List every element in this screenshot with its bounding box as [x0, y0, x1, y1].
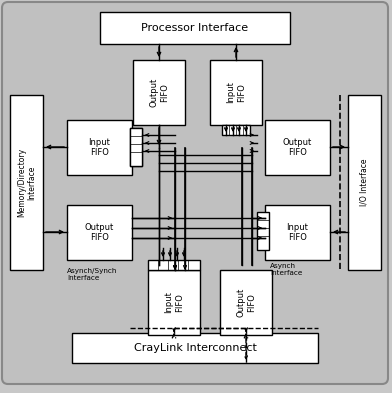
Bar: [134, 128, 138, 166]
Text: CrayLink Interconnect: CrayLink Interconnect: [134, 343, 256, 353]
Bar: [130, 128, 142, 166]
Text: Processor Interface: Processor Interface: [142, 23, 249, 33]
Bar: [348, 95, 381, 270]
Bar: [67, 120, 132, 175]
FancyBboxPatch shape: [2, 2, 388, 384]
Bar: [100, 12, 290, 44]
Bar: [72, 333, 318, 363]
Bar: [67, 205, 132, 260]
Text: Output
FIFO: Output FIFO: [236, 288, 256, 317]
Text: Asynch
Interface: Asynch Interface: [270, 263, 302, 276]
Bar: [138, 128, 142, 166]
Bar: [265, 120, 330, 175]
Text: Input
FIFO: Input FIFO: [89, 138, 111, 157]
Text: Memory/Directory
Interface: Memory/Directory Interface: [17, 148, 36, 217]
Bar: [10, 95, 43, 270]
Bar: [257, 212, 269, 250]
Bar: [130, 128, 134, 166]
Bar: [265, 205, 330, 260]
Bar: [133, 60, 185, 125]
Text: Asynch/Synch
Interface: Asynch/Synch Interface: [67, 268, 117, 281]
Text: Input
FIFO: Input FIFO: [287, 223, 309, 242]
Text: Output
FIFO: Output FIFO: [85, 223, 114, 242]
Bar: [148, 270, 200, 335]
Bar: [220, 270, 272, 335]
Bar: [148, 260, 200, 270]
Text: Input
FIFO: Input FIFO: [226, 82, 246, 103]
Bar: [222, 125, 250, 135]
Text: I/O Interface: I/O Interface: [360, 159, 369, 206]
Bar: [210, 60, 262, 125]
Text: Output
FIFO: Output FIFO: [149, 78, 169, 107]
Text: Output
FIFO: Output FIFO: [283, 138, 312, 157]
Text: Input
FIFO: Input FIFO: [164, 292, 184, 314]
